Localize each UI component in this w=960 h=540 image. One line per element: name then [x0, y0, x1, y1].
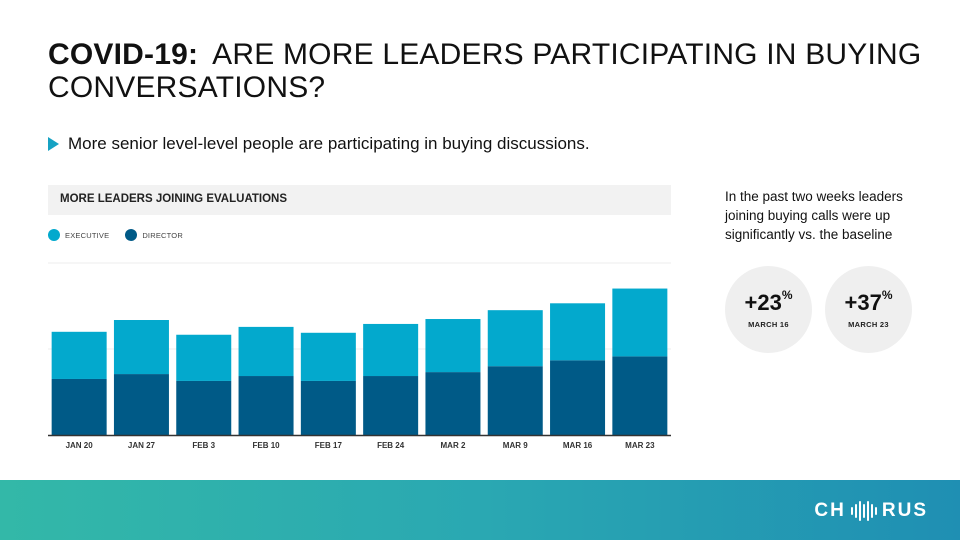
bar-executive-feb-3 [176, 334, 232, 381]
x-tick-label: FEB 3 [192, 441, 215, 450]
legend-item-executive: EXECUTIVE [48, 229, 109, 241]
chart-title: MORE LEADERS JOINING EVALUATIONS [60, 193, 288, 205]
legend-swatch-executive [48, 229, 60, 241]
bar-executive-feb-17 [300, 332, 356, 381]
chorus-logo: CH RUS [814, 500, 928, 521]
summary-text: More senior level-level people are parti… [68, 134, 590, 153]
bar-chart: JAN 20 JAN 27 FEB 3 FEB 10 FEB 17 FEB 24 MAR 2… [48, 262, 671, 450]
bar-executive-mar-16 [550, 303, 606, 361]
stat-circle-march-23: +37% MARCH 23 [825, 266, 912, 353]
bar-executive-mar-9 [487, 310, 543, 367]
x-tick-label: MAR 16 [563, 441, 593, 450]
stat-label: MARCH 23 [848, 320, 889, 329]
title-rest: ARE MORE LEADERS PARTICIPATING IN BUYING… [48, 38, 922, 104]
insight-note: In the past two weeks leaders joining bu… [725, 189, 903, 242]
x-tick-label: MAR 2 [441, 441, 466, 450]
stat-label: MARCH 16 [748, 320, 789, 329]
bar-director-feb-24 [363, 376, 419, 435]
bar-executive-jan-27 [113, 320, 169, 375]
bar-executive-feb-24 [363, 323, 419, 377]
x-tick-label: FEB 17 [315, 441, 343, 450]
chart-header: MORE LEADERS JOINING EVALUATIONS [48, 185, 671, 215]
title-lead: COVID-19: [48, 38, 199, 71]
soundwave-icon [850, 501, 878, 521]
bar-director-jan-20 [51, 378, 107, 435]
bar-executive-mar-23 [612, 288, 668, 357]
stat-value: +23% [744, 288, 793, 315]
stat-value: +37% [844, 288, 893, 315]
summary-bullet: More senior level-level people are parti… [48, 134, 590, 154]
chart-panel: MORE LEADERS JOINING EVALUATIONS EXECUTI… [48, 185, 671, 460]
legend-label-executive: EXECUTIVE [65, 230, 110, 240]
bar-executive-mar-2 [425, 319, 481, 373]
footer-bar: CH RUS [0, 480, 960, 540]
x-tick-label: JAN 20 [66, 441, 94, 450]
bar-director-feb-10 [238, 376, 294, 435]
triangle-bullet-icon [48, 137, 59, 151]
bar-executive-jan-20 [51, 331, 107, 379]
stat-circle-march-16: +23% MARCH 16 [725, 266, 812, 353]
bar-director-mar-16 [550, 360, 606, 435]
x-tick-label: FEB 24 [377, 441, 405, 450]
bar-director-mar-23 [612, 356, 668, 435]
chart-legend: EXECUTIVE DIRECTOR [48, 229, 199, 241]
x-tick-label: MAR 9 [503, 441, 528, 450]
legend-swatch-director [125, 229, 138, 241]
bar-director-mar-2 [425, 372, 481, 435]
bar-director-jan-27 [113, 374, 169, 435]
x-tick-label: JAN 27 [128, 441, 156, 450]
page-title: COVID-19: ARE MORE LEADERS PARTICIPATING … [48, 38, 928, 104]
legend-item-director: DIRECTOR [125, 229, 183, 241]
bar-director-feb-3 [176, 380, 232, 435]
bar-director-feb-17 [300, 380, 356, 435]
x-tick-label: FEB 10 [252, 441, 280, 450]
bar-executive-feb-10 [238, 326, 294, 377]
legend-label-director: DIRECTOR [142, 230, 183, 240]
bar-director-mar-9 [487, 366, 543, 435]
x-tick-label: MAR 23 [625, 441, 655, 450]
